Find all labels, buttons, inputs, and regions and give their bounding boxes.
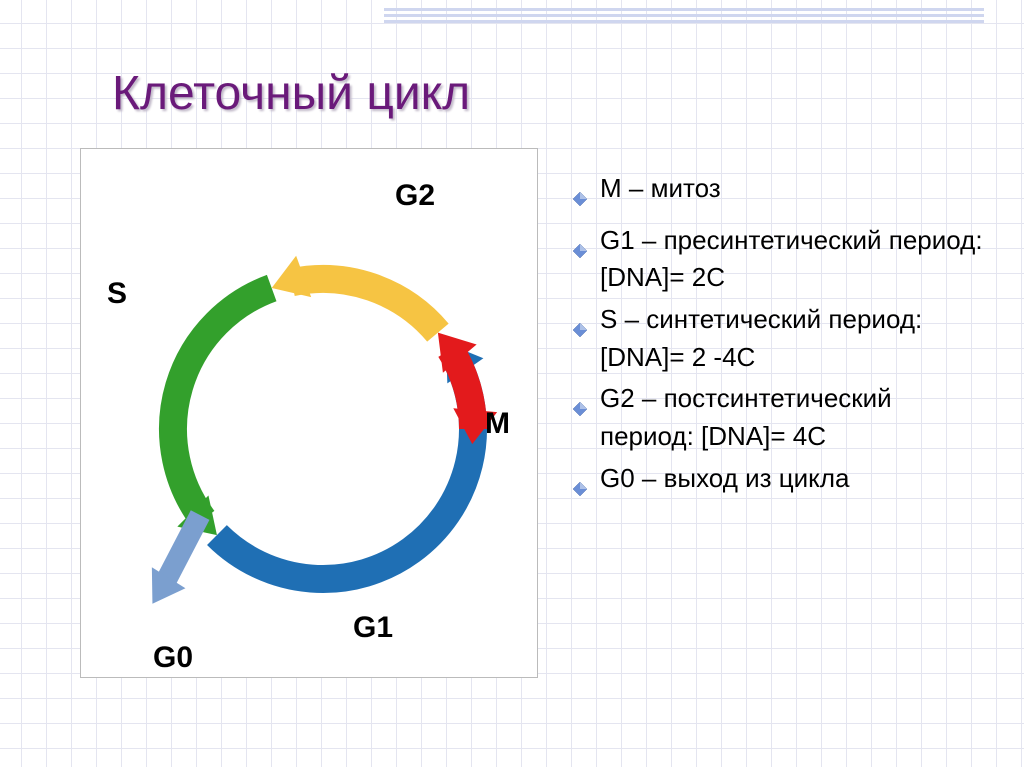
- legend-text: S – синтетический период: [DNA]= 2 -4С: [600, 301, 992, 376]
- slide: Клеточный цикл G2 S M G1 G0 М – митоз G1 – п…: [0, 0, 1024, 767]
- phase-label-g2: G2: [395, 179, 435, 213]
- phase-label-g0: G0: [153, 641, 193, 675]
- header-rule: [384, 8, 984, 23]
- legend-text: G0 – выход из цикла: [600, 460, 849, 498]
- bullet-icon: [572, 390, 588, 428]
- legend-item: G1 – пресинтетический период: [DNA]= 2С: [572, 222, 992, 297]
- legend-text: G1 – пресинтетический период: [DNA]= 2С: [600, 222, 992, 297]
- legend-text: G2 – постсинтетический период: [DNA]= 4С: [600, 380, 992, 455]
- bullet-icon: [572, 180, 588, 218]
- arc-g2: [292, 279, 438, 333]
- phase-label-s: S: [107, 277, 127, 311]
- legend-item: G2 – постсинтетический период: [DNA]= 4С: [572, 380, 992, 455]
- legend-item: S – синтетический период: [DNA]= 2 -4С: [572, 301, 992, 376]
- arc-g1: [217, 361, 473, 579]
- legend-text: М – митоз: [600, 170, 721, 208]
- page-title: Клеточный цикл: [112, 66, 470, 121]
- legend: М – митоз G1 – пресинтетический период: …: [572, 170, 992, 512]
- cycle-svg: [81, 149, 537, 677]
- cycle-diagram: G2 S M G1 G0: [80, 148, 538, 678]
- arc-s: [173, 288, 272, 519]
- phase-label-g1: G1: [353, 611, 393, 645]
- bullet-icon: [572, 470, 588, 508]
- phase-label-m: M: [485, 407, 510, 441]
- bullet-icon: [572, 311, 588, 349]
- legend-item: G0 – выход из цикла: [572, 460, 992, 508]
- legend-item: М – митоз: [572, 170, 992, 218]
- bullet-icon: [572, 232, 588, 270]
